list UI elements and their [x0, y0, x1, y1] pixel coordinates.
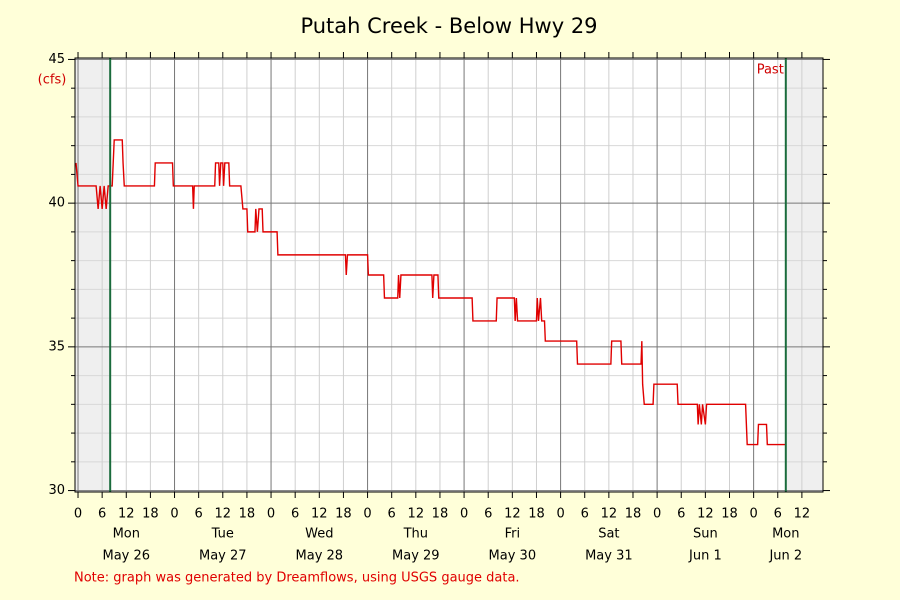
x-tick-label: 18 — [335, 507, 352, 522]
x-tick-label: 6 — [581, 507, 589, 522]
date-label: May 31 — [585, 549, 633, 564]
date-label: May 30 — [489, 549, 537, 564]
x-tick-label: 12 — [794, 507, 811, 522]
day-label: Mon — [772, 527, 799, 542]
x-tick-label: 6 — [774, 507, 782, 522]
x-tick-label: 18 — [625, 507, 642, 522]
date-label: May 27 — [199, 549, 247, 564]
day-label: Sun — [693, 527, 718, 542]
day-label: Sat — [598, 527, 619, 542]
note: Note: graph was generated by Dreamflows,… — [74, 571, 520, 586]
x-tick-label: 6 — [677, 507, 685, 522]
date-label: Jun 1 — [688, 549, 722, 564]
x-tick-label: 0 — [749, 507, 757, 522]
y-tick-label: 30 — [48, 483, 65, 498]
x-tick-label: 12 — [504, 507, 521, 522]
date-label: May 26 — [102, 549, 150, 564]
x-tick-label: 0 — [653, 507, 661, 522]
x-tick-label: 12 — [408, 507, 425, 522]
day-label: Tue — [211, 527, 234, 542]
date-label: May 29 — [392, 549, 440, 564]
x-tick-label: 18 — [528, 507, 545, 522]
plot-border — [74, 57, 824, 493]
x-tick-label: 6 — [388, 507, 396, 522]
x-tick-label: 0 — [170, 507, 178, 522]
day-label: Mon — [113, 527, 140, 542]
x-tick-label: 0 — [460, 507, 468, 522]
x-tick-label: 0 — [267, 507, 275, 522]
x-tick-label: 12 — [118, 507, 135, 522]
x-tick-label: 6 — [291, 507, 299, 522]
x-tick-label: 6 — [195, 507, 203, 522]
past-label: Past — [757, 63, 784, 78]
day-label: Thu — [403, 527, 428, 542]
x-tick-label: 0 — [363, 507, 371, 522]
shaded-region — [75, 58, 111, 492]
day-label: Wed — [305, 527, 333, 542]
x-tick-label: 18 — [239, 507, 256, 522]
x-tick-label: 0 — [556, 507, 564, 522]
date-label: Jun 2 — [768, 549, 802, 564]
y-tick-label: 40 — [48, 196, 65, 211]
y-unit: (cfs) — [38, 73, 67, 88]
x-tick-label: 12 — [215, 507, 232, 522]
x-tick-label: 18 — [721, 507, 738, 522]
x-tick-label: 0 — [74, 507, 82, 522]
x-tick-label: 12 — [601, 507, 618, 522]
date-label: May 28 — [296, 549, 344, 564]
y-tick-label: 45 — [48, 52, 65, 67]
x-tick-label: 6 — [98, 507, 106, 522]
chart-title: Putah Creek - Below Hwy 29 — [300, 14, 597, 38]
y-tick-label: 35 — [48, 339, 65, 354]
x-tick-label: 18 — [432, 507, 449, 522]
x-tick-label: 18 — [142, 507, 159, 522]
x-tick-label: 6 — [484, 507, 492, 522]
shaded-region — [785, 58, 823, 492]
day-label: Fri — [505, 527, 521, 542]
x-tick-label: 12 — [697, 507, 714, 522]
x-tick-label: 12 — [311, 507, 328, 522]
flow-line — [75, 139, 786, 446]
plot-area — [75, 58, 823, 492]
